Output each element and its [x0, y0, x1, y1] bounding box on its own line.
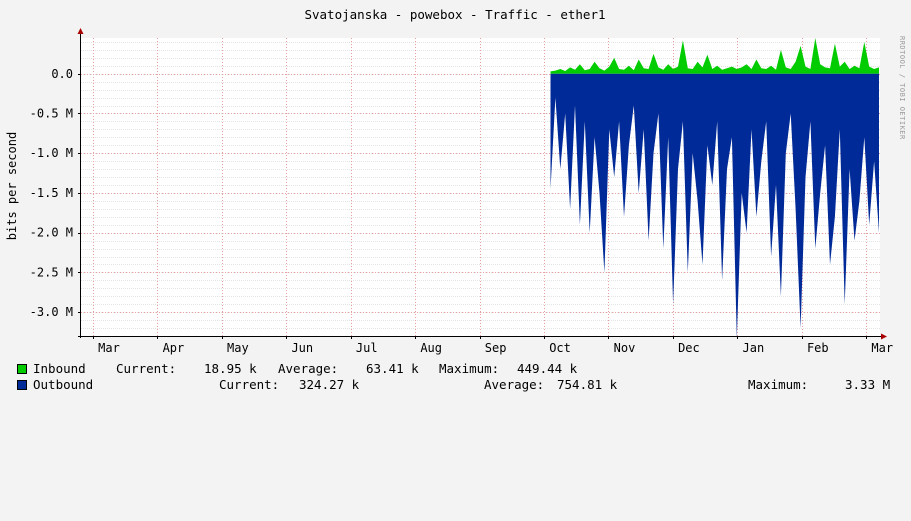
x-tick-label: Mar [98, 341, 120, 355]
x-tick-label: Jan [743, 341, 765, 355]
x-tick-label: Dec [678, 341, 700, 355]
outbound-average-label: Average: [484, 377, 545, 392]
inbound-current-label: Current: [116, 361, 177, 376]
grid [81, 38, 880, 337]
outbound-maximum-label: Maximum: [748, 377, 809, 392]
x-tick-label: Jun [291, 341, 313, 355]
outbound-current-label: Current: [219, 377, 280, 392]
y-tick-label: -3.0 M [30, 305, 73, 319]
outbound-average-value: 754.81 k [557, 377, 618, 392]
outbound-swatch [17, 380, 27, 390]
x-axis-arrow [881, 333, 887, 340]
x-tick-labels: Mar Apr May Jun Jul Aug Sep Oct Nov Dec Jan Feb Mar [98, 341, 893, 355]
y-tick-labels: 0.0 -0.5 M -1.0 M -1.5 M -2.0 M -2.5 M -3.0 M [30, 67, 73, 319]
y-tick-label: -0.5 M [30, 106, 73, 120]
x-tick-label: Mar [871, 341, 893, 355]
x-tick-label: Aug [420, 341, 442, 355]
y-tick-label: 0.0 [51, 67, 73, 81]
x-tick-label: May [227, 341, 249, 355]
inbound-average-value: 63.41 k [366, 361, 419, 376]
chart-title: Svatojanska - powebox - Traffic - ether1 [304, 7, 605, 22]
series-area-inbound [550, 38, 879, 74]
inbound-maximum-label: Maximum: [439, 361, 500, 376]
x-tick-label: Oct [549, 341, 571, 355]
inbound-swatch [17, 364, 27, 374]
series-area-outbound [550, 73, 879, 339]
y-tick-label: -1.5 M [30, 186, 73, 200]
outbound-current-value: 324.27 k [299, 377, 360, 392]
data-areas [550, 38, 879, 339]
y-axis-label: bits per second [5, 132, 19, 240]
y-tick-label: -2.5 M [30, 265, 73, 279]
outbound-maximum-value: 3.33 M [845, 377, 891, 392]
legend-outbound-row: Outbound Current: 324.27 k Average: 754.… [0, 377, 911, 393]
y-tick-label: -2.0 M [30, 226, 73, 240]
traffic-graph: 0.0-0.5 M-1.0 M-1.5 M-2.0 M-2.5 M-3.0 M … [5, 7, 906, 355]
outbound-label: Outbound [33, 377, 94, 392]
x-tick-label: Apr [163, 341, 185, 355]
rrdtool-watermark: RRDTOOL / TOBI OETIKER [898, 36, 906, 140]
inbound-current-value: 18.95 k [204, 361, 257, 376]
legend-inbound-row: Inbound Current: 18.95 k Average: 63.41 … [0, 361, 911, 377]
y-tick-label: -1.0 M [30, 146, 73, 160]
x-tick-label: Sep [485, 341, 507, 355]
inbound-maximum-value: 449.44 k [517, 361, 578, 376]
inbound-label: Inbound [33, 361, 86, 376]
y-axis-arrow [77, 28, 84, 34]
x-tick-label: Jul [356, 341, 378, 355]
inbound-average-label: Average: [278, 361, 339, 376]
x-tick-label: Feb [807, 341, 829, 355]
x-tick-label: Nov [614, 341, 636, 355]
axes [77, 28, 887, 340]
